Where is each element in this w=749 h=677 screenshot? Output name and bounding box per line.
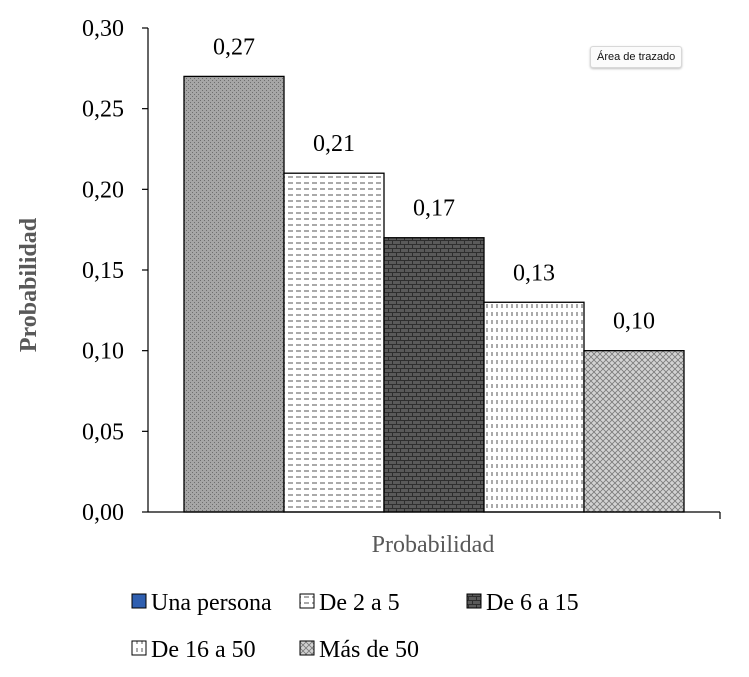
- legend-swatch-5: [299, 640, 315, 656]
- bar-3: [383, 237, 485, 513]
- y-axis-title: Probabilidad: [16, 217, 42, 352]
- legend-swatch-1: [131, 593, 147, 609]
- legend-label-1: Una persona: [151, 590, 272, 616]
- bar-4: [483, 301, 585, 513]
- bar-2: [283, 172, 385, 513]
- x-axis-title: Probabilidad: [372, 532, 495, 558]
- legend-swatch-4: [131, 640, 147, 656]
- y-tick-label: 0,30: [82, 16, 124, 42]
- y-tick-label: 0,20: [82, 177, 124, 203]
- legend-label-4: De 16 a 50: [151, 637, 256, 663]
- legend-label-2: De 2 a 5: [319, 590, 400, 616]
- data-label: 0,10: [613, 309, 655, 335]
- data-label: 0,13: [513, 260, 555, 286]
- data-label: 0,27: [213, 34, 255, 60]
- bar-1: [183, 75, 285, 513]
- y-tick-label: 0,10: [82, 339, 124, 365]
- legend-label-5: Más de 50: [319, 637, 419, 663]
- bar-5: [583, 350, 685, 513]
- y-tick-label: 0,00: [82, 500, 124, 526]
- legend-swatch-2: [299, 593, 315, 609]
- plot-area-tooltip: Área de trazado: [590, 46, 683, 68]
- data-label: 0,17: [413, 196, 455, 222]
- legend-swatch-3: [466, 593, 482, 609]
- data-label: 0,21: [313, 131, 355, 157]
- y-tick-label: 0,05: [82, 419, 124, 445]
- y-tick-label: 0,25: [82, 97, 124, 123]
- legend: Una persona De 2 a 5 De 6 a 15 De 16 a 50 Má…: [131, 590, 579, 663]
- y-tick-label: 0,15: [82, 258, 124, 284]
- legend-label-3: De 6 a 15: [486, 590, 579, 616]
